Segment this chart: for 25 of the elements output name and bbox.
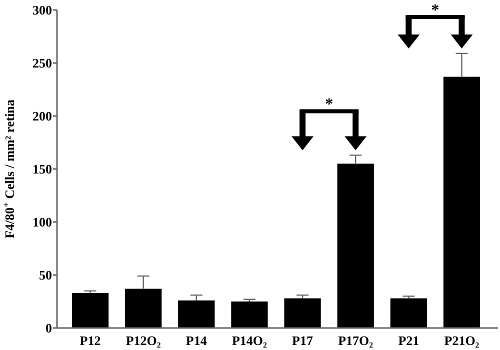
x-tick-label: P12O₂	[126, 333, 161, 348]
bar	[231, 302, 268, 328]
y-tick-label: 0	[46, 320, 52, 336]
bar	[72, 293, 109, 328]
bar	[284, 298, 321, 328]
bar	[443, 76, 480, 328]
x-tick-label: P17	[292, 333, 314, 348]
bar	[178, 300, 215, 328]
bar	[337, 164, 374, 328]
x-tick-label: P21O₂	[444, 333, 480, 348]
x-tick-label: P14O₂	[232, 333, 268, 348]
y-tick-label: 250	[32, 56, 52, 71]
annotation: *	[431, 2, 440, 19]
y-tick-label: 50	[39, 268, 52, 283]
y-tick-label: 200	[32, 108, 52, 124]
bar	[125, 288, 162, 328]
x-tick-label: P17O₂	[338, 333, 374, 348]
annotation: *	[325, 96, 334, 114]
y-tick-label: 150	[32, 162, 52, 177]
x-tick-label: P14	[186, 333, 208, 348]
y-tick-label: 100	[32, 214, 52, 230]
bar	[390, 298, 427, 328]
x-tick-label: P21	[398, 333, 420, 348]
x-tick-label: P12	[80, 333, 101, 348]
y-tick-label: 300	[32, 2, 52, 18]
